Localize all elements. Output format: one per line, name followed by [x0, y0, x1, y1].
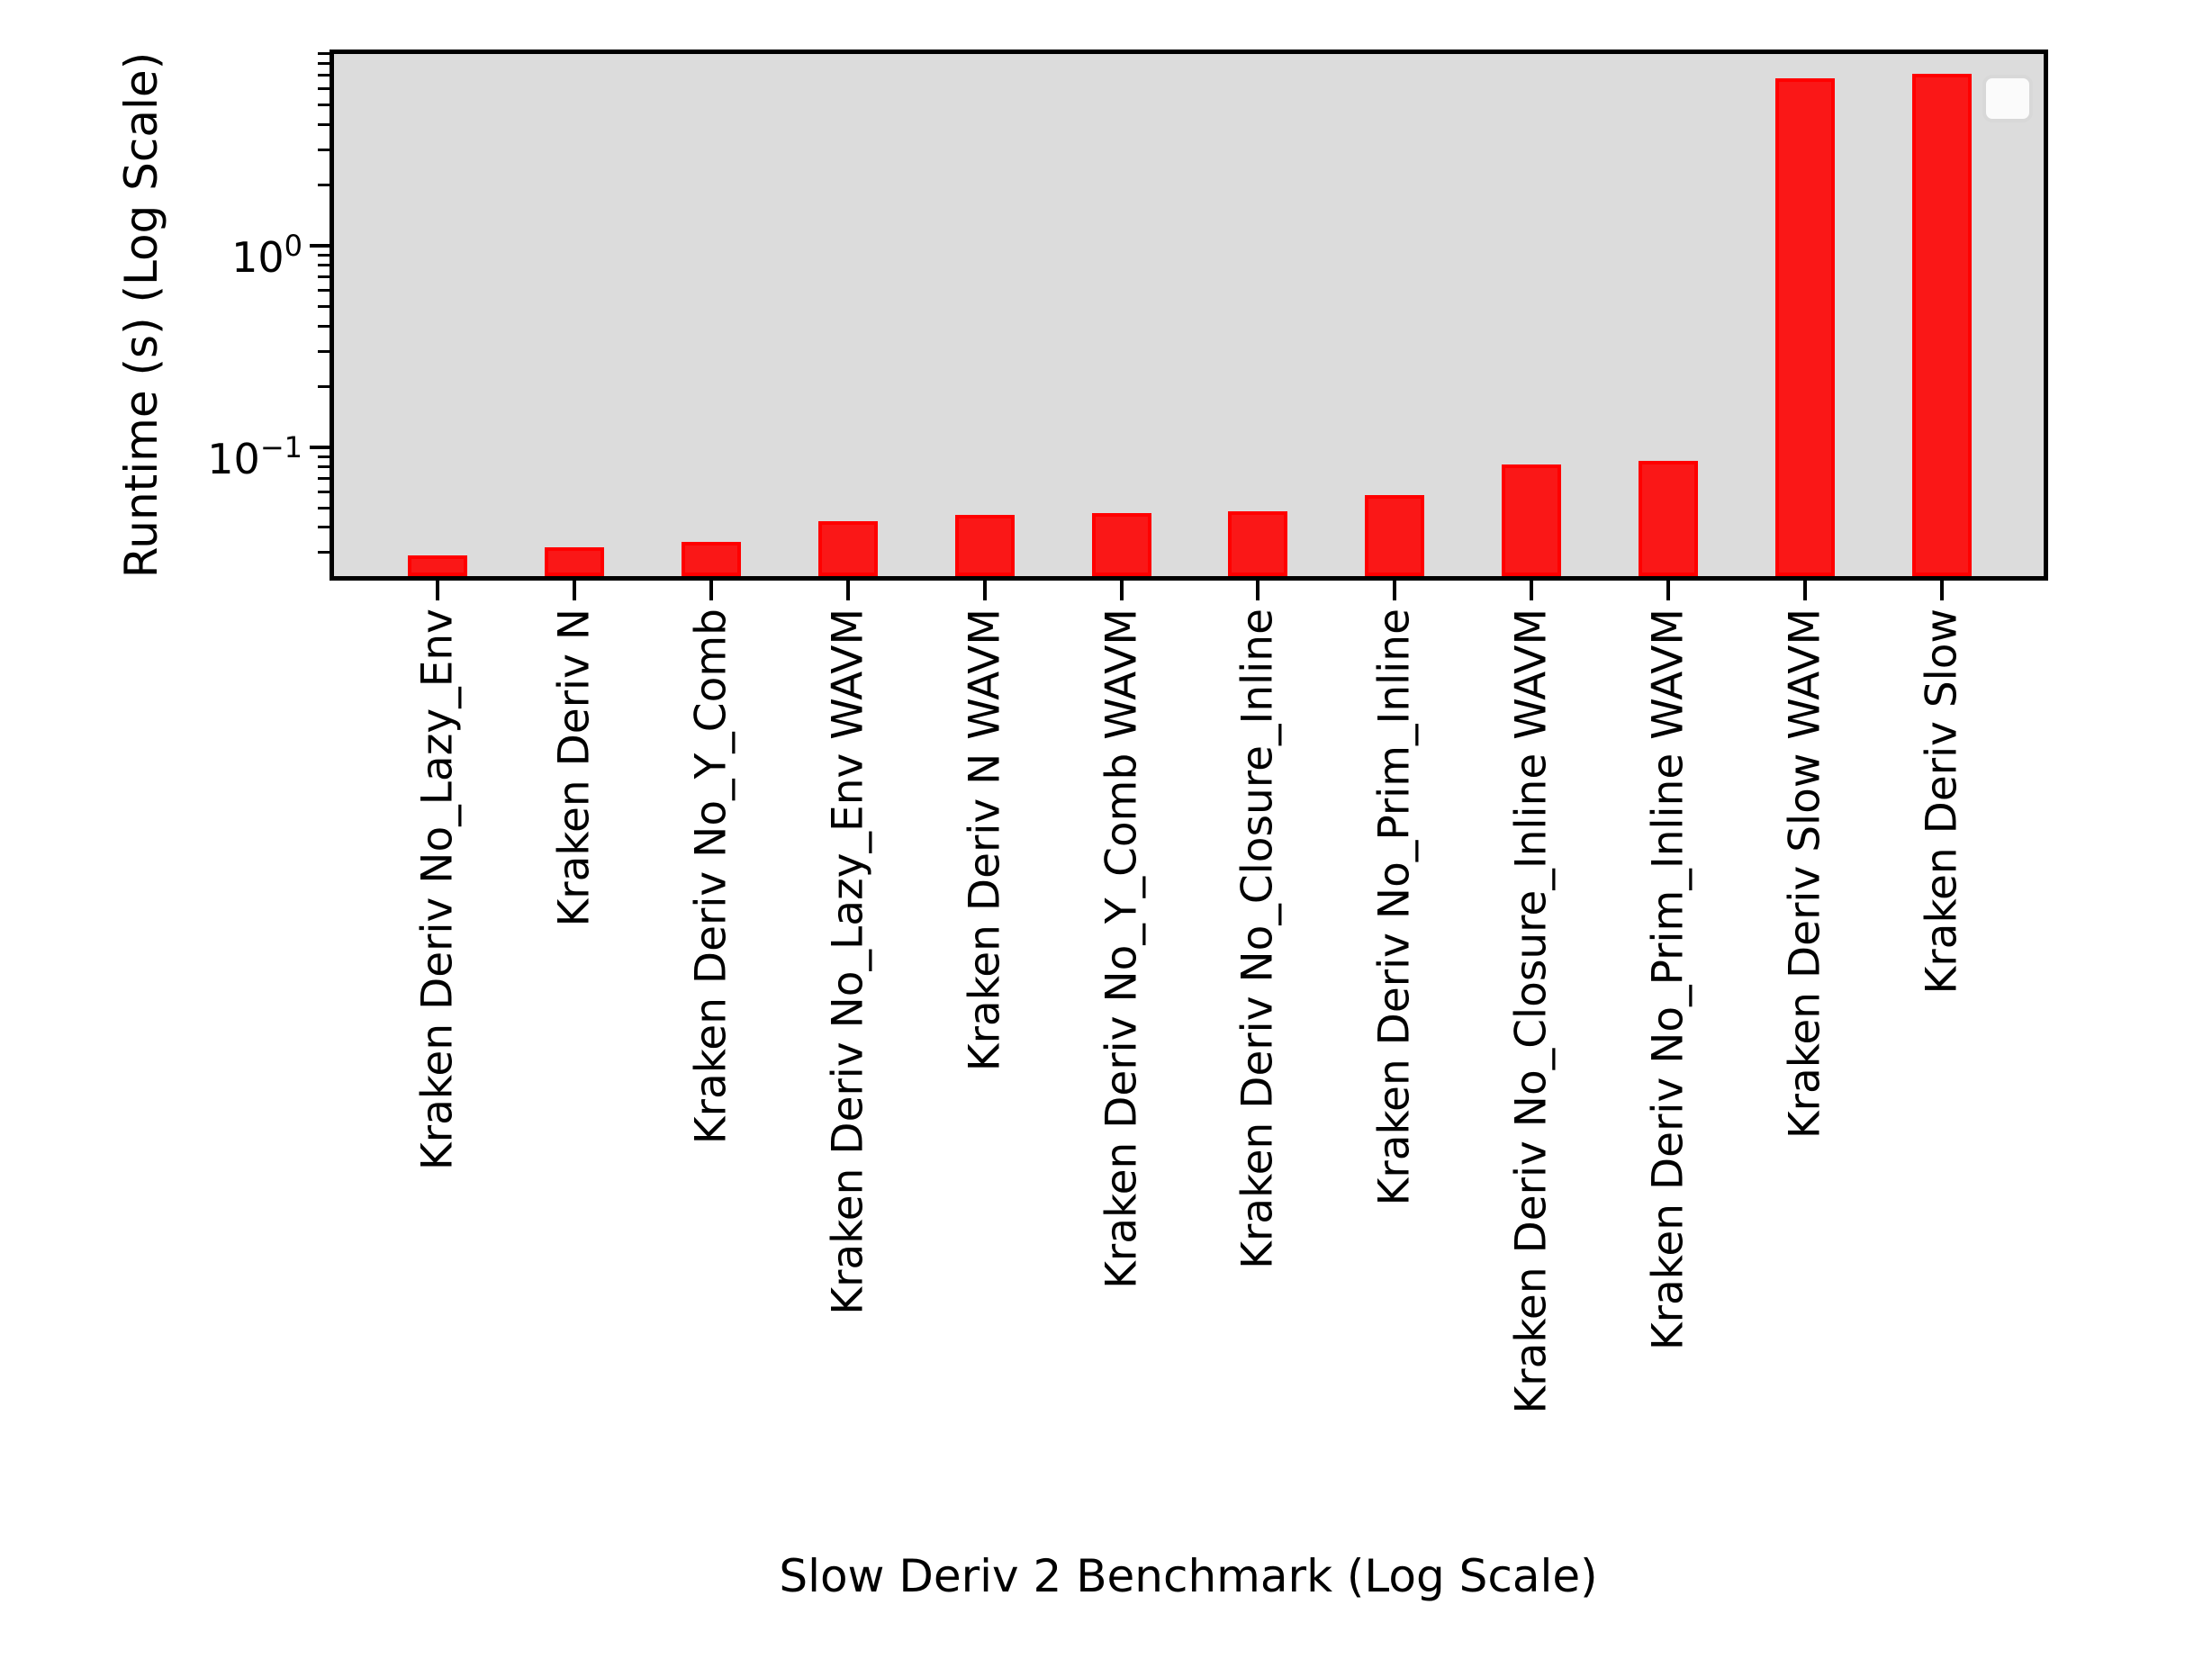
- y-minor-tick: [318, 384, 330, 388]
- x-major-tick: [1393, 581, 1397, 600]
- x-tick-label-7: Kraken Deriv No_Closure_Inline: [1232, 609, 1283, 1269]
- bar-1: [408, 555, 467, 576]
- x-major-tick: [982, 581, 987, 600]
- y-tick-label: 10−1: [207, 429, 302, 483]
- x-tick-label-5: Kraken Deriv N WAVM: [959, 609, 1009, 1072]
- bar-5: [954, 515, 1015, 576]
- y-minor-tick: [318, 324, 330, 328]
- y-minor-tick: [318, 275, 330, 279]
- x-tick-label-10: Kraken Deriv No_Prim_Inline WAVM: [1643, 609, 1693, 1351]
- x-tick-label-1: Kraken Deriv No_Lazy_Env: [412, 609, 463, 1171]
- y-minor-tick: [318, 253, 330, 257]
- x-tick-label-6: Kraken Deriv No_Y_Comb WAVM: [1096, 609, 1146, 1289]
- x-major-tick: [709, 581, 713, 600]
- y-minor-tick: [318, 74, 330, 77]
- y-minor-tick: [318, 455, 330, 458]
- y-minor-tick: [318, 551, 330, 555]
- bar-11: [1775, 77, 1835, 576]
- y-minor-tick: [318, 465, 330, 469]
- y-minor-tick: [318, 506, 330, 509]
- x-major-tick: [436, 581, 439, 600]
- x-tick-label-12: Kraken Deriv Slow: [1917, 609, 1967, 995]
- y-minor-tick: [318, 477, 330, 481]
- x-major-tick: [845, 581, 850, 600]
- x-major-tick: [1803, 581, 1807, 600]
- y-minor-tick: [318, 526, 330, 529]
- x-major-tick: [1119, 581, 1124, 600]
- y-minor-tick: [318, 304, 330, 308]
- bar-12: [1911, 73, 1972, 576]
- x-tick-label-3: Kraken Deriv No_Y_Comb: [686, 609, 736, 1145]
- x-tick-label-8: Kraken Deriv No_Prim_Inline: [1369, 609, 1420, 1206]
- legend-box: [1982, 75, 2033, 122]
- y-major-tick: [310, 243, 330, 248]
- y-minor-tick: [318, 51, 330, 55]
- y-minor-tick: [318, 349, 330, 353]
- y-minor-tick: [318, 87, 330, 91]
- bar-8: [1365, 494, 1425, 576]
- y-minor-tick: [318, 289, 330, 293]
- x-major-tick: [572, 581, 576, 600]
- y-minor-tick: [318, 264, 330, 267]
- x-tick-label-11: Kraken Deriv Slow WAVM: [1780, 609, 1830, 1140]
- x-tick-label-9: Kraken Deriv No_Closure_Inline WAVM: [1506, 609, 1557, 1414]
- y-minor-tick: [318, 122, 330, 126]
- y-minor-tick: [318, 491, 330, 494]
- x-major-tick: [1666, 581, 1671, 600]
- bar-6: [1091, 513, 1151, 576]
- plot-area: [330, 50, 2048, 581]
- bar-7: [1228, 511, 1288, 576]
- bar-3: [681, 541, 741, 576]
- bar-2: [544, 546, 604, 576]
- x-major-tick: [1256, 581, 1260, 600]
- x-major-tick: [1530, 581, 1534, 600]
- y-minor-tick: [318, 148, 330, 151]
- x-tick-label-4: Kraken Deriv No_Lazy_Env WAVM: [823, 609, 873, 1315]
- bar-10: [1639, 460, 1699, 576]
- bar-9: [1502, 464, 1562, 576]
- y-tick-label: 100: [231, 228, 302, 282]
- y-axis-label: Runtime (s) (Log Scale): [115, 51, 167, 579]
- x-major-tick: [1939, 581, 1944, 600]
- bar-4: [817, 520, 878, 576]
- y-minor-tick: [318, 62, 330, 66]
- y-minor-tick: [318, 184, 330, 186]
- x-tick-label-2: Kraken Deriv N: [549, 609, 600, 927]
- y-minor-tick: [318, 103, 330, 106]
- y-major-tick: [310, 445, 330, 449]
- x-axis-label: Slow Deriv 2 Benchmark (Log Scale): [779, 1550, 1598, 1602]
